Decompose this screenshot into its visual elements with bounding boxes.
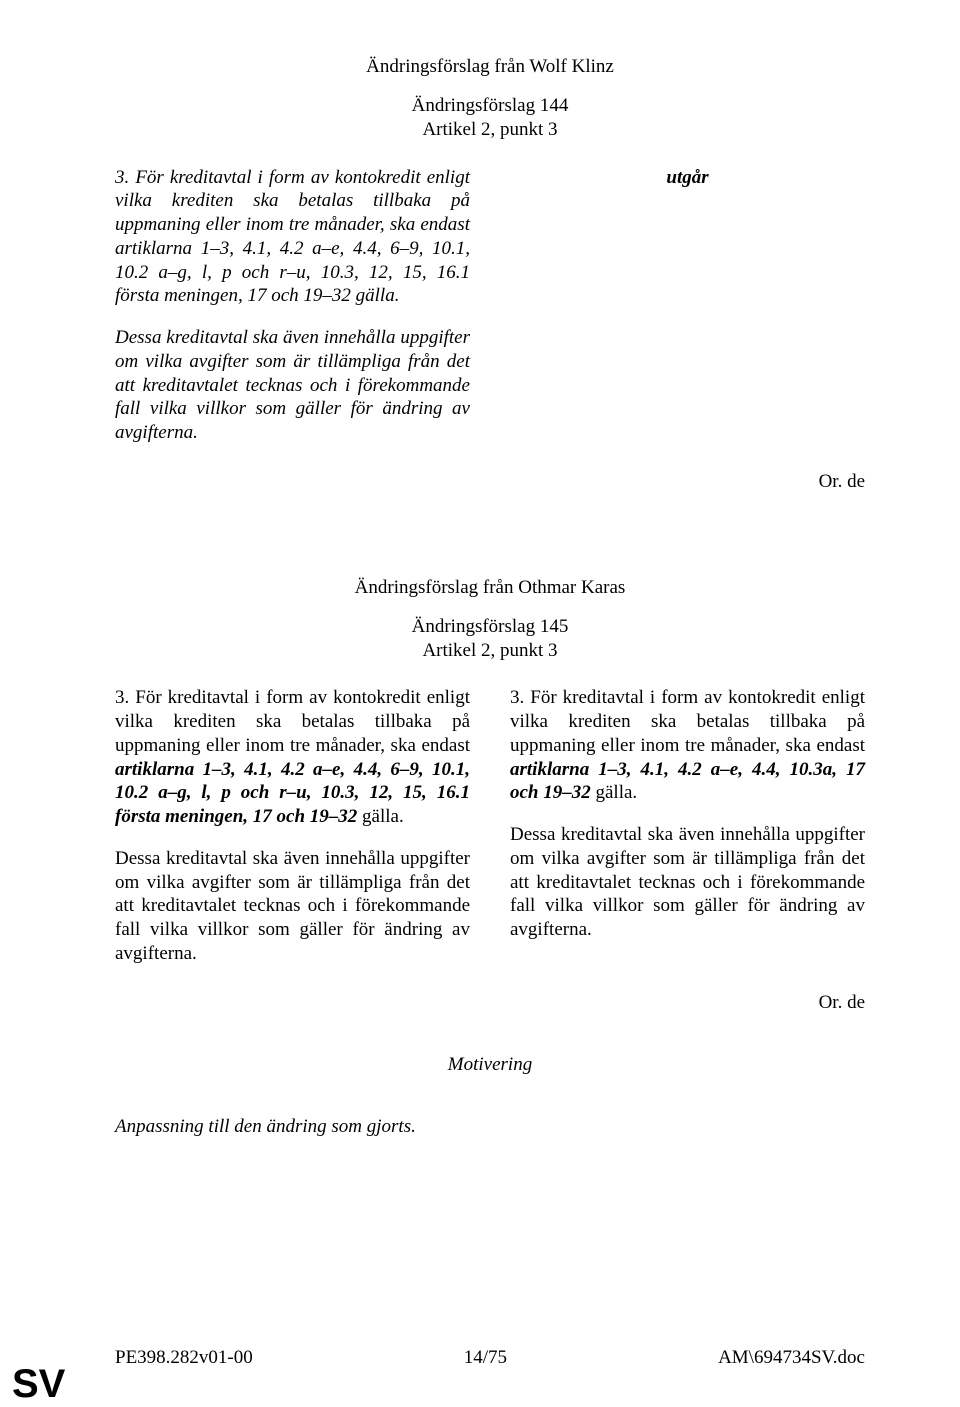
amend145-left-p2: Dessa kreditavtal ska även innehålla upp… [115, 847, 470, 966]
amend145-left-col: 3. För kreditavtal i form av kontokredit… [115, 686, 470, 983]
amend145-title-line1: Ändringsförslag 145 [412, 616, 569, 637]
page-body: Ändringsförslag från Wolf Klinz Ändrings… [0, 0, 960, 1138]
footer-right: AM\694734SV.doc [718, 1347, 865, 1369]
amend144-right-p1: utgår [510, 166, 865, 190]
motivering-body: Anpassning till den ändring som gjorts. [115, 1116, 865, 1138]
amend145-orig-lang: Or. de [115, 992, 865, 1014]
amend145-right-p1-a: 3. För kreditavtal i form av kontokredit… [510, 687, 865, 756]
amend145-right-p2: Dessa kreditavtal ska även innehålla upp… [510, 823, 865, 942]
motivering-block: Motivering Anpassning till den ändring s… [115, 1054, 865, 1138]
spacer [115, 533, 865, 577]
amend144-right-col: utgår [510, 166, 865, 463]
amend144-left-p1: 3. För kreditavtal i form av kontokredit… [115, 166, 470, 309]
amend145-title: Ändringsförslag 145 Artikel 2, punkt 3 [115, 615, 865, 663]
motivering-label: Motivering [115, 1054, 865, 1076]
amend145-right-p1-b: artiklarna 1–3, 4.1, 4.2 a–e, 4.4, 10.3a… [510, 759, 865, 804]
amend144-author: Ändringsförslag från Wolf Klinz [115, 56, 865, 78]
amend144-orig-lang: Or. de [115, 471, 865, 493]
language-mark: SV [12, 1362, 65, 1407]
amend145-left-p1-b: artiklarna 1–3, 4.1, 4.2 a–e, 4.4, 6–9, … [115, 759, 470, 828]
amend145-left-p1-a: 3. För kreditavtal i form av kontokredit… [115, 687, 470, 756]
amend144-title-line1: Ändringsförslag 144 [412, 95, 569, 116]
amend145-right-col: 3. För kreditavtal i form av kontokredit… [510, 686, 865, 983]
amend144-left-col: 3. För kreditavtal i form av kontokredit… [115, 166, 470, 463]
amend145-columns: 3. För kreditavtal i form av kontokredit… [115, 686, 865, 983]
amend145-author: Ändringsförslag från Othmar Karas [115, 577, 865, 599]
amend144-title: Ändringsförslag 144 Artikel 2, punkt 3 [115, 94, 865, 142]
amend145-left-p1-c: gälla. [357, 806, 403, 827]
amend144-columns: 3. För kreditavtal i form av kontokredit… [115, 166, 865, 463]
amend144-title-line2: Artikel 2, punkt 3 [422, 119, 557, 140]
footer-center: 14/75 [464, 1347, 507, 1369]
amend145-right-p1: 3. För kreditavtal i form av kontokredit… [510, 686, 865, 805]
amend145-right-p1-c: gälla. [591, 782, 637, 803]
amend145-title-line2: Artikel 2, punkt 3 [422, 640, 557, 661]
amend145-left-p1: 3. För kreditavtal i form av kontokredit… [115, 686, 470, 829]
footer-left: PE398.282v01-00 [115, 1347, 253, 1369]
page-footer: PE398.282v01-00 14/75 AM\694734SV.doc [115, 1347, 865, 1369]
amend144-left-p2: Dessa kreditavtal ska även innehålla upp… [115, 326, 470, 445]
